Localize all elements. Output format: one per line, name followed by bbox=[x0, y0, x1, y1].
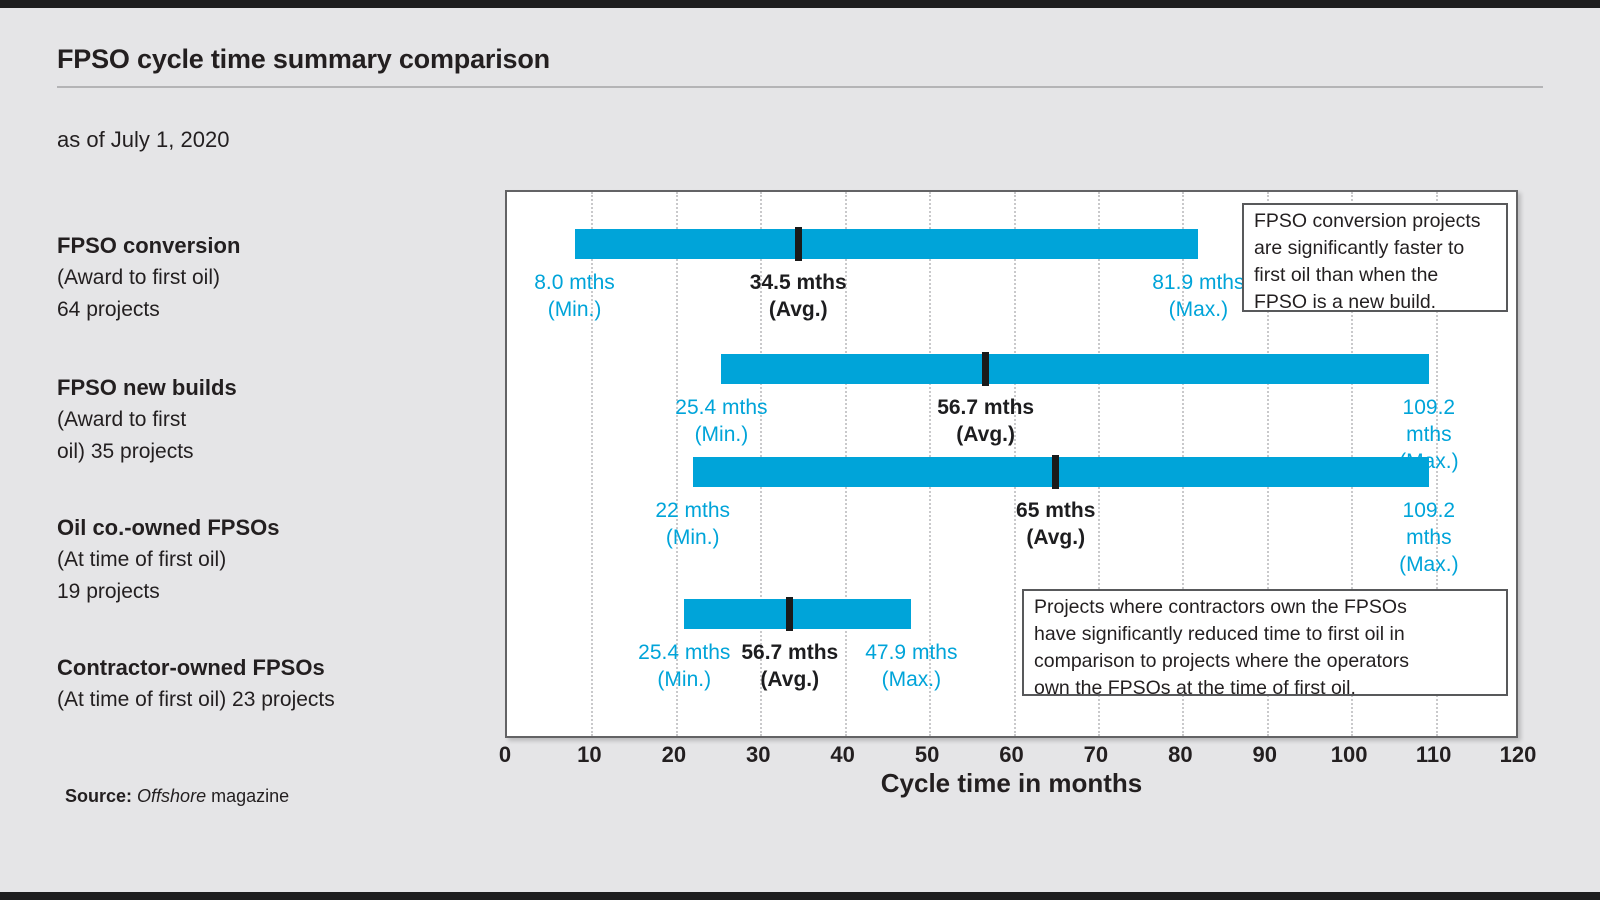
gridline bbox=[1435, 192, 1438, 736]
range-bar bbox=[692, 457, 1429, 487]
category-label: Oil co.-owned FPSOs (At time of first oil… bbox=[57, 512, 487, 608]
title-divider bbox=[57, 86, 1543, 88]
annotation-contractor-vs-operator: Projects where contractors own the FPSOs… bbox=[1022, 589, 1508, 699]
category-label: Contractor-owned FPSOs (At time of first … bbox=[57, 652, 487, 716]
x-tick-label: 40 bbox=[830, 742, 855, 767]
gridline bbox=[591, 192, 594, 736]
average-marker bbox=[794, 227, 802, 261]
max-value-label: 109.2 mths (Max.) bbox=[1399, 396, 1459, 473]
x-tick-label: 10 bbox=[577, 742, 602, 767]
category-sublabel: (At time of first oil) 23 projects bbox=[57, 688, 335, 711]
avg-value-label: 56.7 mths (Avg.) bbox=[741, 641, 839, 691]
source-label: Source: bbox=[65, 786, 133, 806]
category-name: FPSO new builds bbox=[57, 375, 237, 400]
x-tick-label: 20 bbox=[661, 742, 687, 767]
avg-value-label: 65 mths (Avg.) bbox=[1016, 499, 1096, 549]
max-value-label: 81.9 mths (Max.) bbox=[1152, 271, 1245, 321]
x-tick-label: 50 bbox=[914, 742, 940, 767]
average-marker bbox=[786, 597, 794, 631]
category-name: Contractor-owned FPSOs bbox=[57, 655, 325, 680]
min-value-label: 25.4 mths (Min.) bbox=[638, 641, 731, 691]
x-tick-label: 110 bbox=[1415, 742, 1452, 767]
category-name: FPSO conversion bbox=[57, 233, 241, 258]
category-sublabel: (Award to first oil) 35 projects bbox=[57, 408, 194, 463]
range-bar bbox=[684, 599, 912, 629]
chart-title: FPSO cycle time summary comparison bbox=[57, 44, 550, 74]
min-value-label: 25.4 mths (Min.) bbox=[675, 396, 768, 446]
annotation-conversion-vs-newbuild: FPSO conversion projects are significant… bbox=[1242, 203, 1508, 313]
range-bar bbox=[721, 354, 1429, 384]
x-tick-label: 70 bbox=[1083, 742, 1109, 767]
category-sublabel: (Award to first oil) 64 projects bbox=[57, 266, 220, 321]
category-label: FPSO conversion (Award to first oil) 64 p… bbox=[57, 230, 487, 326]
category-label: FPSO new builds (Award to first oil) 35 p… bbox=[57, 372, 487, 468]
avg-value-label: 34.5 mths (Avg.) bbox=[749, 271, 847, 321]
x-tick-label: 60 bbox=[999, 742, 1024, 767]
min-value-label: 8.0 mths (Min.) bbox=[534, 271, 615, 321]
max-value-label: 109.2 mths (Max.) bbox=[1399, 499, 1459, 576]
min-value-label: 22 mths (Min.) bbox=[655, 499, 731, 549]
avg-value-label: 56.7 mths (Avg.) bbox=[937, 396, 1035, 446]
category-sublabel: (At time of first oil) 19 projects bbox=[57, 548, 227, 603]
x-tick-label: 100 bbox=[1330, 742, 1368, 767]
average-marker bbox=[1052, 455, 1060, 489]
source-publication: Offshore bbox=[137, 786, 207, 806]
max-value-label: 47.9 mths (Max.) bbox=[865, 641, 958, 691]
x-tick-label: 0 bbox=[498, 742, 512, 767]
chart-subtitle: as of July 1, 2020 bbox=[57, 127, 230, 152]
top-border-strip bbox=[0, 0, 1600, 8]
average-marker bbox=[982, 352, 990, 386]
range-bar bbox=[574, 229, 1199, 259]
source-line: Source: Offshore magazine bbox=[65, 786, 289, 807]
x-tick-label: 90 bbox=[1252, 742, 1277, 767]
bottom-border-strip bbox=[0, 892, 1600, 900]
x-tick-label: 80 bbox=[1168, 742, 1193, 767]
x-tick-label: 30 bbox=[746, 742, 771, 767]
source-suffix: magazine bbox=[211, 786, 290, 806]
category-name: Oil co.-owned FPSOs bbox=[57, 515, 280, 540]
x-axis-title: Cycle time in months bbox=[880, 768, 1143, 798]
x-tick-label: 120 bbox=[1499, 742, 1537, 767]
gridline bbox=[675, 192, 678, 736]
